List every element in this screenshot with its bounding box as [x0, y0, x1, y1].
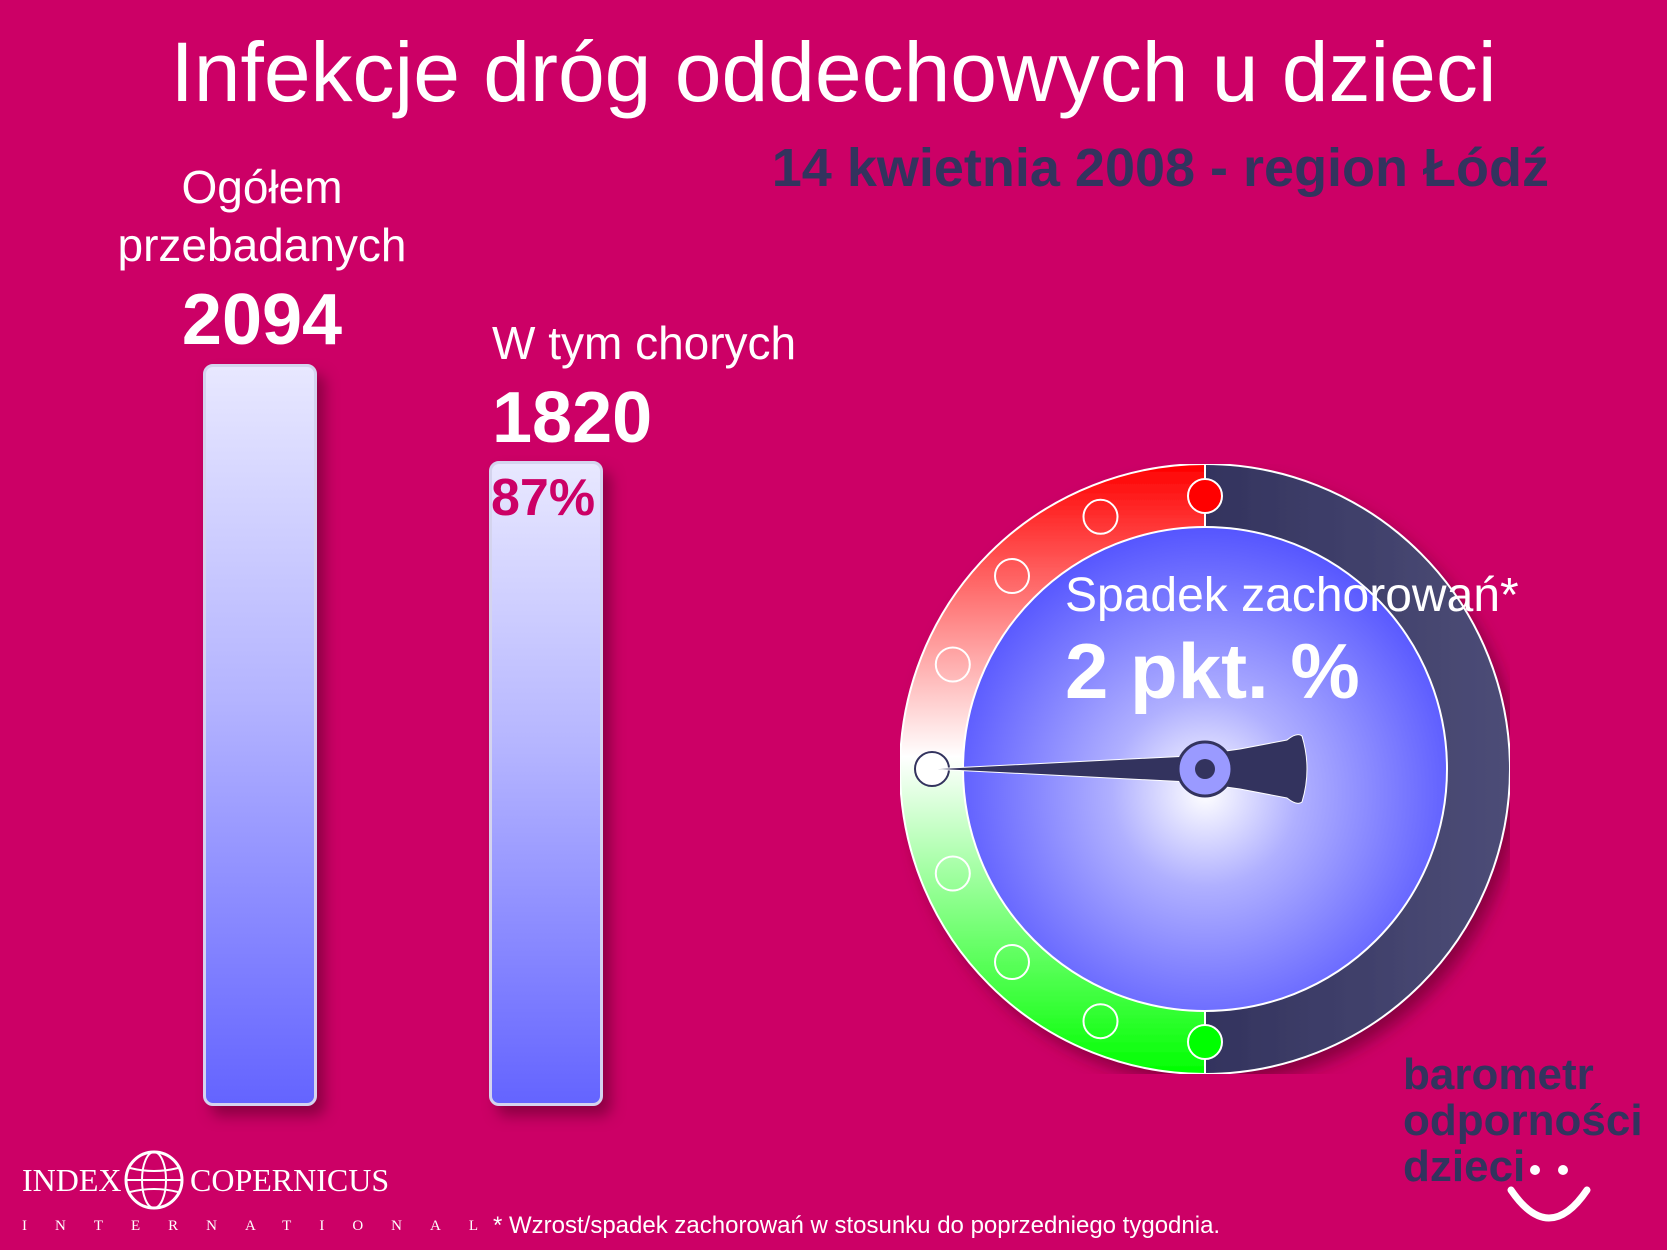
gauge-value: 2 pkt. % [1065, 627, 1360, 715]
smiley-icon [1507, 1165, 1591, 1222]
percent-label: 87% [491, 469, 596, 527]
bar-category-label-2: W tym chorych [492, 317, 797, 369]
bar-value-label-1: 2094 [181, 280, 343, 360]
footnote: * Wzrost/spadek zachorowań w stosunku do… [493, 1212, 1221, 1239]
bar-chorych [489, 461, 603, 1106]
bar-value-label-2: 1820 [492, 378, 653, 458]
chart-subtitle: 14 kwietnia 2008 - region Łódź [771, 138, 1549, 198]
publisher-name-right: COPERNICUS [190, 1162, 390, 1198]
gauge-marker-7 [994, 944, 1030, 980]
gauge-markers [914, 478, 1223, 1060]
gauge-marker-8 [1082, 1003, 1119, 1040]
logo-line-2: odporności [1403, 1096, 1643, 1145]
logo-line-3: dzieci [1403, 1142, 1526, 1191]
gauge-dial [900, 464, 1510, 1074]
gauge-needle [929, 734, 1308, 804]
gauge-marker-1 [1187, 478, 1223, 514]
chart-title: Infekcje dróg oddechowych u dzieci [170, 25, 1497, 119]
bar-category-label-1-line-1: Ogółem [181, 161, 343, 213]
logo-line-1: barometr [1403, 1050, 1594, 1099]
gauge-label: Spadek zachorowań* [1065, 569, 1519, 622]
gauge-marker-9 [1187, 1024, 1223, 1060]
gauge-marker-6 [934, 855, 971, 892]
globe-icon [124, 1150, 184, 1210]
bar-ogolem [203, 364, 317, 1106]
gauge-marker-4 [934, 646, 971, 683]
publisher-subtitle: INTERNATIONAL [22, 1218, 506, 1234]
publisher-name-left: INDEX [22, 1162, 122, 1198]
gauge-marker-3 [994, 558, 1030, 594]
bar-category-label-1-line-2: przebadanych [117, 219, 407, 271]
gauge-marker-2 [1082, 498, 1119, 535]
